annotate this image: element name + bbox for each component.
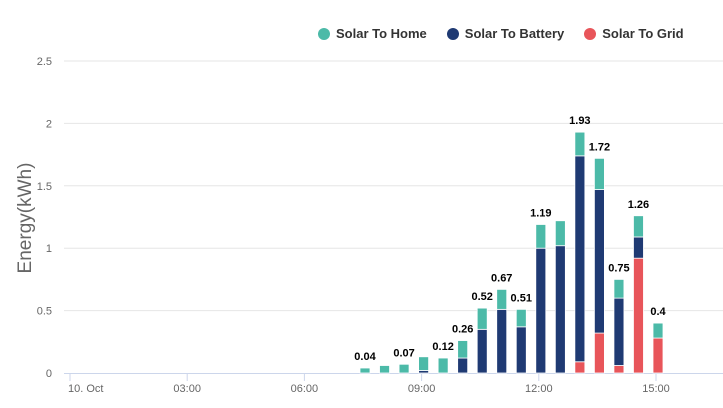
- bar-segment-solar-to-battery: [457, 357, 469, 374]
- bar-segment-solar-to-battery: [554, 245, 566, 374]
- legend-item-solar-to-grid[interactable]: Solar To Grid: [584, 26, 684, 41]
- bar-data-label: 0.26: [452, 324, 473, 336]
- y-tick-label: 1: [46, 243, 52, 255]
- x-tick-label: 03:00: [173, 383, 201, 395]
- bar-data-label: 1.72: [589, 141, 610, 153]
- bar-segment-solar-to-home: [476, 307, 488, 330]
- bar-segment-solar-to-grid: [613, 365, 625, 374]
- bar-segment-solar-to-battery: [613, 297, 625, 366]
- legend-item-solar-to-battery[interactable]: Solar To Battery: [446, 26, 565, 41]
- bar-segment-solar-to-home: [359, 367, 371, 374]
- bar-segment-solar-to-home: [554, 220, 566, 247]
- bar-data-label: 1.93: [569, 115, 590, 127]
- y-tick-label: 2: [46, 118, 52, 130]
- bar-segment-solar-to-battery: [476, 328, 488, 374]
- bar-segment-solar-to-battery: [535, 247, 547, 374]
- bar-segment-solar-to-home: [496, 288, 508, 310]
- bar-segment-solar-to-grid: [633, 257, 644, 374]
- legend-marker-battery: [446, 27, 459, 40]
- bar-data-label: 0.12: [432, 341, 453, 353]
- bar-data-label: 0.67: [491, 272, 512, 284]
- bar-segment-solar-to-battery: [496, 308, 508, 374]
- x-tick-label: 10. Oct: [68, 383, 103, 395]
- y-tick-label: 0: [46, 368, 52, 380]
- bar-data-label: 0.51: [511, 292, 532, 304]
- y-tick-label: 0.5: [37, 306, 52, 318]
- bar-data-label: 1.19: [530, 207, 551, 219]
- y-axis-title: Energy(kWh): [15, 162, 36, 274]
- bar-segment-solar-to-home: [652, 322, 664, 339]
- x-tick-label: 12:00: [525, 383, 553, 395]
- bar-segment-solar-to-home: [457, 340, 469, 359]
- legend-label-home: Solar To Home: [336, 26, 427, 41]
- bar-segment-solar-to-home: [418, 356, 430, 371]
- x-tick-label: 06:00: [291, 383, 319, 395]
- bar-data-label: 0.75: [608, 262, 629, 274]
- bar-segment-solar-to-home: [398, 363, 410, 374]
- bar-segment-solar-to-grid: [574, 361, 586, 374]
- bar-segment-solar-to-battery: [574, 155, 586, 363]
- bar-segment-solar-to-battery: [633, 236, 644, 259]
- bar-segment-solar-to-home: [379, 365, 390, 374]
- bar-segment-solar-to-home: [535, 224, 547, 249]
- bar-segment-solar-to-home: [594, 157, 605, 190]
- legend-marker-home: [318, 27, 330, 40]
- y-tick-label: 1.5: [37, 181, 52, 193]
- y-tick-label: 2.5: [37, 56, 52, 68]
- bar-data-label: 0.07: [393, 347, 414, 359]
- legend-marker-grid: [584, 27, 597, 40]
- bar-data-label: 0.4: [650, 306, 666, 318]
- bar-segment-solar-to-home: [515, 308, 527, 328]
- bar-segment-solar-to-home: [613, 278, 625, 299]
- bar-segment-solar-to-home: [437, 357, 449, 374]
- legend-item-solar-to-home[interactable]: Solar To Home: [318, 26, 427, 41]
- bar-segment-solar-to-home: [574, 131, 586, 157]
- bar-data-label: 0.04: [354, 351, 376, 363]
- chart-legend: Solar To Home Solar To Battery Solar To …: [318, 26, 684, 41]
- bar-segment-solar-to-grid: [594, 332, 605, 374]
- bar-segment-solar-to-battery: [594, 189, 605, 334]
- bar-segment-solar-to-battery: [515, 326, 527, 374]
- bar-data-label: 1.26: [628, 199, 649, 211]
- bar-segment-solar-to-grid: [652, 337, 664, 374]
- x-tick-label: 09:00: [408, 383, 436, 395]
- legend-label-grid: Solar To Grid: [602, 26, 684, 41]
- bar-segment-solar-to-home: [633, 215, 644, 238]
- legend-label-battery: Solar To Battery: [464, 26, 565, 41]
- x-tick-label: 15:00: [642, 383, 670, 395]
- bar-data-label: 0.52: [471, 291, 492, 303]
